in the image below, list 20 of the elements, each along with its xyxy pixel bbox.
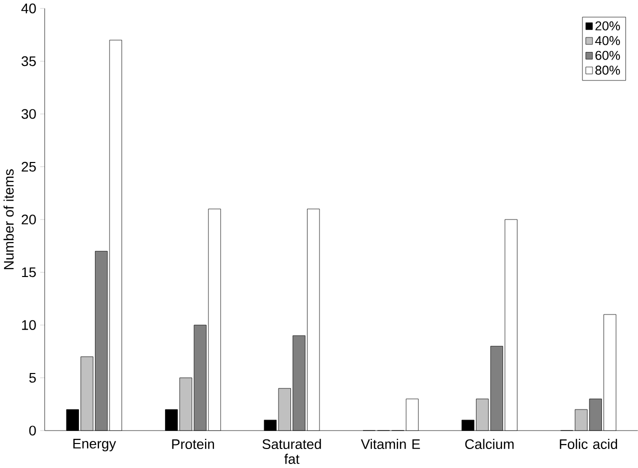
y-tick-label: 0	[29, 426, 36, 436]
legend-label: 40%	[595, 36, 620, 46]
x-tick-label: Protein	[172, 439, 214, 450]
y-tick-label: 15	[22, 268, 36, 278]
x-tick-label: Folic acid	[560, 439, 618, 450]
y-tick-label: 25	[22, 162, 36, 172]
x-tick-label: Vitamin E	[360, 439, 420, 450]
legend-label: 80%	[595, 66, 620, 75]
x-tick-label: Saturated fat	[262, 439, 321, 464]
legend-label: 20%	[595, 22, 620, 31]
x-tick-label: Energy	[73, 439, 116, 452]
y-tick-label: 40	[21, 4, 36, 14]
y-tick-label: 20	[22, 214, 36, 225]
legend-label: 60%	[595, 51, 620, 60]
y-axis-title: Number of items	[4, 170, 14, 270]
x-tick-label: Calcium	[465, 439, 514, 450]
y-tick-label: 5	[29, 373, 36, 383]
y-tick-label: 10	[22, 320, 36, 330]
y-tick-label: 35	[22, 56, 36, 66]
y-tick-label: 30	[22, 109, 36, 120]
